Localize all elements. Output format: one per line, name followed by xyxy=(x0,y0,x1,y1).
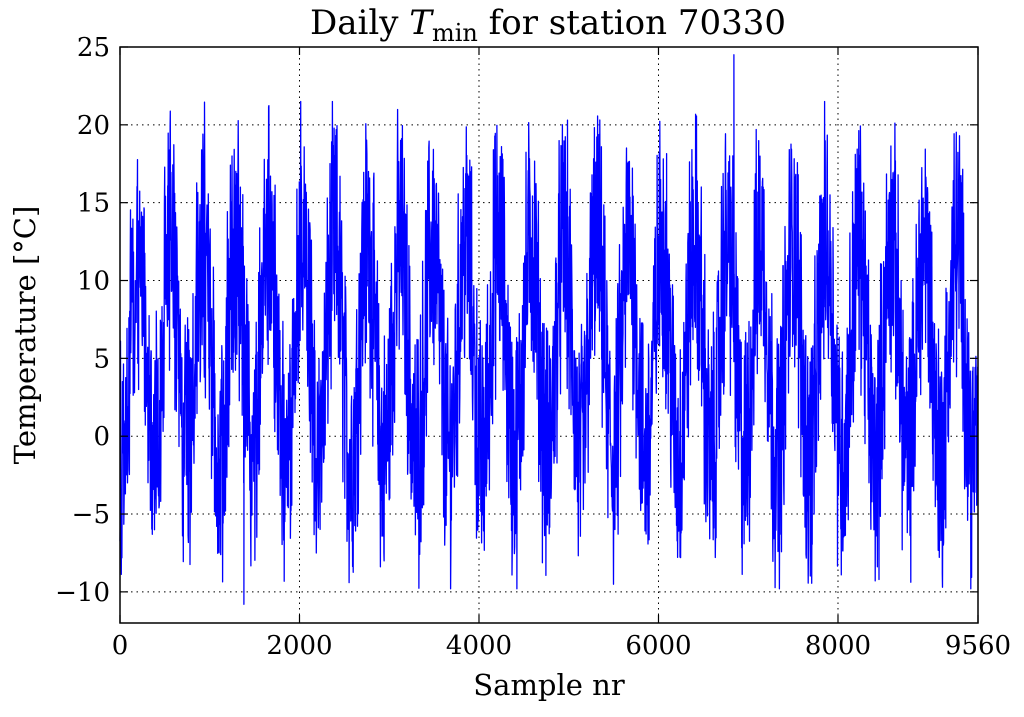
y-tick-label: 0 xyxy=(93,422,110,452)
y-tick-label: 20 xyxy=(77,111,110,141)
plot-frame xyxy=(119,46,979,624)
series-line xyxy=(119,54,979,605)
y-tick-label: 10 xyxy=(77,267,110,297)
y-axis-label: Temperature [°C] xyxy=(8,206,42,465)
x-tick-label: 8000 xyxy=(805,631,871,661)
x-tick-label: 9560 xyxy=(945,631,1011,661)
y-tick-label: 25 xyxy=(77,33,110,63)
y-tick-label: 15 xyxy=(77,189,110,219)
x-axis-label: Sample nr xyxy=(473,668,625,702)
data-layer xyxy=(119,54,979,605)
y-tick-label: −10 xyxy=(55,578,110,608)
x-tick-label: 0 xyxy=(112,631,129,661)
x-tick-label: 2000 xyxy=(266,631,332,661)
y-tick-label: 5 xyxy=(93,344,110,374)
x-tick-label: 4000 xyxy=(446,631,512,661)
x-tick-label: 6000 xyxy=(625,631,691,661)
chart-title: Daily Tmin for station 70330 xyxy=(310,3,786,47)
axis-ticks: 0 2000 4000 6000 8000 9560 −10 −5 0 5 10 15 20 25 xyxy=(55,33,1011,661)
y-tick-label: −5 xyxy=(72,500,110,530)
